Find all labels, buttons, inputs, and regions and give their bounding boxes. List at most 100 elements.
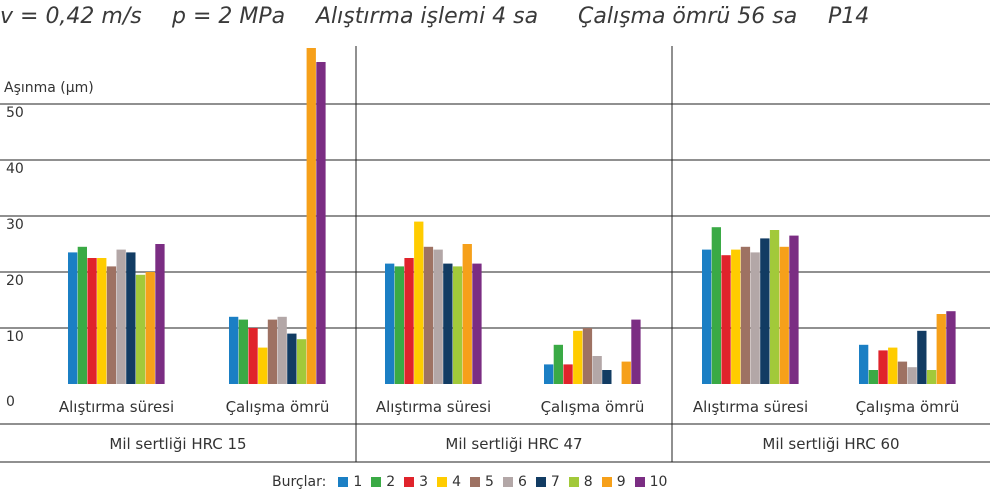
chart-header: v = 0,42 m/s p = 2 MPa Alıştırma işlemi …: [0, 2, 999, 36]
legend-swatch: [371, 477, 382, 487]
y-tick-label: 30: [6, 217, 24, 233]
legend-label: 1: [353, 474, 363, 490]
category-label: Çalışma ömrü: [856, 398, 960, 416]
service-life-text: Çalışma ömrü 56 sa: [578, 4, 798, 29]
category-label: Alıştırma süresi: [59, 398, 174, 416]
bar-4: [731, 249, 741, 384]
bar-9: [621, 361, 631, 384]
legend-item: 2: [371, 474, 395, 490]
bar-9: [145, 272, 155, 384]
bar-8: [926, 370, 937, 384]
bar-3: [87, 258, 97, 384]
legend-swatch: [338, 477, 349, 487]
bar-9: [936, 314, 946, 384]
category-label: Alıştırma süresi: [376, 398, 491, 416]
legend-item: 8: [568, 474, 593, 490]
bar-7: [917, 330, 927, 384]
bar-10: [155, 244, 165, 384]
bar-7: [287, 333, 297, 384]
legend-label: 5: [485, 474, 494, 490]
y-axis-label: Aşınma (µm): [4, 80, 94, 96]
category-label: Alıştırma süresi: [693, 398, 808, 416]
legend-item: 3: [404, 474, 428, 490]
y-tick-label: 20: [6, 273, 24, 289]
bar-1: [385, 263, 395, 384]
legend-item: 9: [601, 474, 626, 490]
legend: Burçlar: 1 2 3 4 5 6 7 8 9 10: [272, 472, 676, 492]
velocity-text: v = 0,42 m/s: [0, 4, 142, 29]
bar-4: [888, 347, 898, 384]
bar-8: [296, 339, 307, 384]
y-tick-label: 0: [6, 394, 15, 410]
bar-3: [721, 255, 731, 384]
bar-7: [443, 263, 453, 384]
bar-1: [702, 249, 712, 384]
bar-7: [602, 370, 612, 384]
bar-10: [946, 311, 956, 384]
legend-label: 9: [616, 474, 626, 490]
bar-7: [760, 238, 770, 384]
bar-1: [544, 364, 554, 384]
bar-3: [563, 364, 573, 384]
legend-label: 3: [419, 474, 429, 490]
bar-2: [868, 370, 878, 384]
legend-swatch: [437, 477, 448, 487]
bar-5: [582, 328, 593, 384]
y-tick-label: 40: [6, 161, 24, 177]
bar-2: [238, 319, 248, 384]
y-tick-label: 10: [6, 329, 24, 345]
bar-3: [248, 328, 258, 384]
legend-label: 2: [386, 474, 396, 490]
pressure-text: p = 2 MPa: [172, 4, 286, 29]
bar-2: [77, 246, 87, 384]
bar-2: [711, 227, 721, 384]
material-text: P14: [828, 4, 870, 29]
group-label: Mil sertliği HRC 47: [445, 435, 582, 453]
legend-swatch: [470, 477, 481, 487]
bar-4: [573, 330, 583, 384]
legend-swatch: [568, 477, 579, 487]
legend-swatch: [535, 477, 546, 487]
bar-3: [404, 258, 414, 384]
bar-10: [631, 319, 641, 384]
category-label: Çalışma ömrü: [541, 398, 645, 416]
bar-4: [97, 258, 107, 384]
bar-8: [769, 230, 780, 384]
legend-item: 4: [437, 474, 461, 490]
legend-item: 6: [502, 474, 527, 490]
bar-6: [277, 316, 287, 384]
bar-5: [740, 246, 751, 384]
bar-4: [258, 347, 268, 384]
legend-label: 8: [583, 474, 593, 490]
bar-10: [472, 263, 482, 384]
legend-label: 6: [517, 474, 527, 490]
bar-5: [106, 266, 117, 384]
bar-6: [592, 356, 602, 384]
legend-item: 10: [634, 474, 668, 490]
bar-6: [433, 249, 443, 384]
bar-5: [267, 319, 278, 384]
bar-5: [897, 361, 908, 384]
bar-6: [750, 252, 760, 384]
bar-2: [553, 344, 563, 384]
bar-5: [423, 246, 434, 384]
category-label: Çalışma ömrü: [226, 398, 330, 416]
bar-10: [789, 235, 799, 384]
bar-1: [68, 252, 78, 384]
bar-6: [116, 249, 126, 384]
legend-title: Burçlar:: [272, 474, 327, 490]
bar-2: [394, 266, 404, 384]
bar-10: [316, 62, 326, 384]
bar-8: [135, 274, 146, 384]
legend-swatch: [404, 477, 415, 487]
break-in-text: Alıştırma işlemi 4 sa: [316, 4, 539, 29]
bar-1: [859, 344, 869, 384]
legend-label: 4: [452, 474, 462, 490]
bar-6: [907, 367, 917, 384]
bar-8: [452, 266, 463, 384]
group-label: Mil sertliği HRC 60: [762, 435, 899, 453]
legend-label: 10: [649, 474, 668, 490]
bar-4: [414, 221, 424, 384]
bar-1: [229, 316, 239, 384]
legend-swatch: [601, 477, 612, 487]
